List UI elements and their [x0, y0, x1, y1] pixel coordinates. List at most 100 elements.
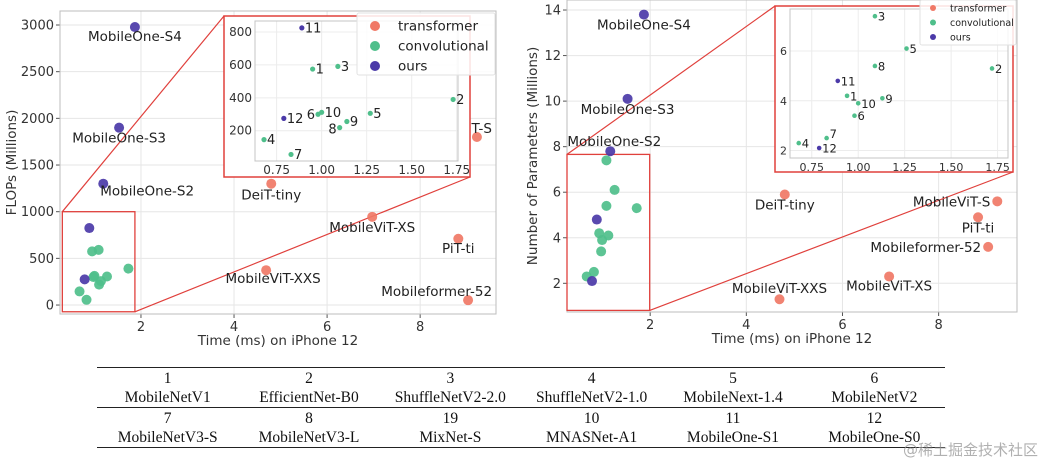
y-tick-label: 500 [29, 252, 54, 267]
x-axis-label: Time (ms) on iPhone 12 [197, 333, 358, 349]
inset-point-label: 8 [328, 123, 336, 138]
y-tick-label: 4 [553, 231, 561, 246]
data-point-transformer [367, 211, 378, 222]
y-tick-label: 8 [553, 140, 561, 155]
zoom-region-box [61, 211, 136, 313]
data-point-transformer [779, 189, 790, 200]
data-point-ours [114, 122, 125, 133]
inset-data-point-convolutional [872, 63, 878, 69]
legend-label: transformer [398, 19, 478, 35]
legend-marker-convolutional [370, 41, 380, 51]
x-tick-label: 8 [934, 318, 942, 333]
plot-frame [59, 10, 497, 315]
inset-y-tick-label: 200 [229, 124, 252, 138]
inset-point-label: 4 [267, 133, 275, 148]
table-cell-id: 1 [97, 367, 239, 388]
inset-x-tick-label: 1.50 [939, 161, 964, 174]
inset-chart: 0.75 1.00 1.25 1.50 1.7520040060080012345678… [223, 15, 471, 178]
legend-label: convolutional [950, 18, 1014, 29]
legend-marker-ours [370, 61, 380, 71]
table-cell-name: MobileOne-S0 [803, 428, 945, 448]
data-point-transformer [983, 241, 994, 252]
zoom-connector-line [61, 15, 225, 213]
data-point-transformer [973, 212, 984, 223]
x-tick-label: 2 [137, 320, 145, 335]
inset-data-point-ours [816, 145, 822, 151]
inset-data-point-convolutional [288, 151, 294, 158]
inset-point-label: 9 [885, 92, 892, 106]
inset-data-point-convolutional [989, 66, 995, 71]
inset-point-label: 1 [850, 89, 857, 103]
data-point-transformer [463, 295, 474, 306]
inset-point-label: 12 [822, 142, 837, 156]
table-cell-id: 5 [662, 367, 804, 388]
data-point-transformer [266, 178, 277, 189]
inset-point-label: 1 [316, 63, 324, 78]
point-label: MobileViT-XXS [732, 281, 827, 297]
inset-point-label: 11 [841, 74, 856, 88]
inset-x-tick-label: 1.75 [443, 163, 470, 177]
inset-point-label: 7 [830, 127, 837, 141]
table-cell-id: 8 [238, 407, 380, 428]
table-cell-name: MobileNetV3-S [97, 428, 239, 448]
table-cell-id: 2 [238, 367, 380, 388]
point-label: MobileViT-XXS [226, 271, 321, 287]
x-tick-label: 2 [646, 318, 654, 333]
data-point-transformer [992, 196, 1003, 207]
inset-point-label: 11 [305, 21, 322, 36]
inset-data-point-convolutional [880, 96, 885, 101]
inset-x-tick-label: 1.75 [985, 161, 1010, 174]
zoom-connector-line [649, 171, 1014, 311]
data-point-transformer [453, 233, 464, 244]
x-tick-label: 8 [416, 320, 424, 335]
data-point-convolutional [631, 203, 642, 214]
table-cell-id: 6 [803, 367, 945, 388]
inset-data-point-convolutional [844, 93, 850, 99]
watermark: @稀土掘金技术社区 [902, 441, 1038, 459]
inset-data-point-convolutional [310, 66, 316, 72]
table-cell-id: 12 [803, 407, 945, 428]
data-point-transformer [884, 271, 895, 282]
inset-data-point-ours [281, 115, 287, 121]
inset-point-label: 5 [373, 107, 381, 122]
inset-data-point-convolutional [261, 137, 267, 143]
y-tick-label: 14 [544, 4, 561, 19]
inset-x-tick-label: 0.75 [263, 163, 290, 177]
point-label: MobileViT-XS [329, 220, 415, 236]
x-tick-label: 6 [838, 318, 846, 333]
inset-y-tick-label: 400 [229, 91, 252, 105]
inset-data-point-convolutional [855, 100, 861, 106]
point-label: MobileViT-XS [846, 278, 932, 294]
inset-point-label: 12 [287, 112, 304, 127]
point-label: Mobileformer-52 [381, 284, 492, 300]
data-point-convolutional [601, 200, 612, 211]
data-point-ours [622, 93, 633, 104]
table-cell-id: 19 [379, 407, 521, 428]
data-point-convolutional [588, 266, 599, 277]
y-tick-label: 2000 [21, 112, 54, 127]
inset-y-tick-label: 6 [780, 45, 787, 58]
inset-x-tick-label: 1.25 [353, 163, 380, 177]
table-cell-id: 11 [662, 407, 804, 428]
inset-x-tick-label: 0.75 [799, 161, 824, 174]
inset-data-point-convolutional [337, 125, 343, 131]
zoom-connector-line [566, 5, 776, 155]
inset-x-tick-label: 1.00 [308, 163, 335, 177]
x-tick-label: 4 [230, 320, 238, 335]
data-point-convolutional [81, 294, 92, 305]
data-point-ours [79, 274, 90, 285]
table-cell-id: 4 [520, 367, 663, 388]
inset-data-point-ours [835, 78, 841, 84]
inset-data-point-convolutional [852, 113, 857, 119]
model-legend-table: 1 2 3 4 5 6 MobileNetV1 EfficientNet-B0 … [97, 367, 945, 448]
inset-point-label: 2 [456, 93, 464, 108]
point-label: MobileOne-S2 [567, 134, 661, 150]
point-label: MobileViT-S [913, 194, 990, 210]
inset-data-point-convolutional [904, 46, 909, 51]
data-point-transformer [261, 265, 272, 276]
table-cell-name: ShuffleNetV2-2.0 [394, 389, 506, 406]
x-tick-label: 4 [742, 318, 750, 333]
legend-marker-convolutional [930, 19, 936, 26]
inset-point-label: 3 [341, 60, 349, 75]
